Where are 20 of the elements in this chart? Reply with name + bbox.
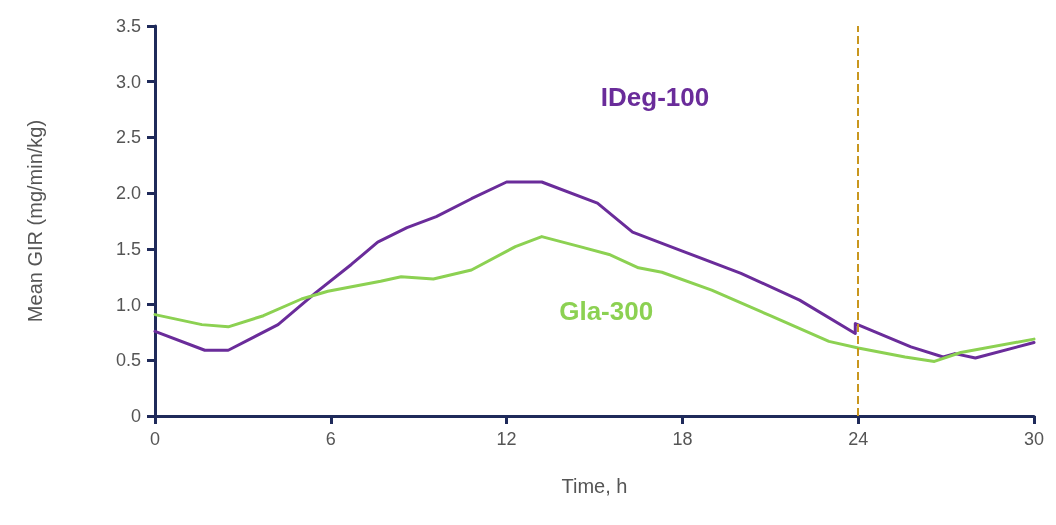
x-tick-label: 6 [325, 429, 336, 449]
y-tick-label: 2.0 [115, 183, 141, 204]
x-axis-title: Time, h [561, 475, 628, 497]
x-tick-label: 30 [1023, 429, 1045, 449]
y-tick-label: 1.0 [115, 294, 141, 315]
y-tick-label: 1.5 [115, 238, 141, 259]
y-tick-label: 3.0 [115, 71, 141, 92]
text: IDeg-100 [600, 82, 710, 113]
y-tick-label: 2.5 [115, 127, 141, 148]
x-tick-label: 24 [848, 429, 869, 449]
series-label: Gla-300 [559, 296, 654, 327]
y-axis-title: Mean GIR (mg/min/kg) [24, 119, 46, 323]
x-tick-label: 12 [496, 429, 517, 449]
x-tick-label: 18 [672, 429, 693, 449]
line-series [153, 180, 1036, 360]
y-tick-label: 0 [130, 406, 141, 426]
y-tick-label: 0.5 [115, 350, 141, 371]
x-tick-label: 0 [149, 429, 161, 449]
y-tick-label: 3.5 [115, 16, 141, 36]
line-series [153, 235, 1036, 363]
